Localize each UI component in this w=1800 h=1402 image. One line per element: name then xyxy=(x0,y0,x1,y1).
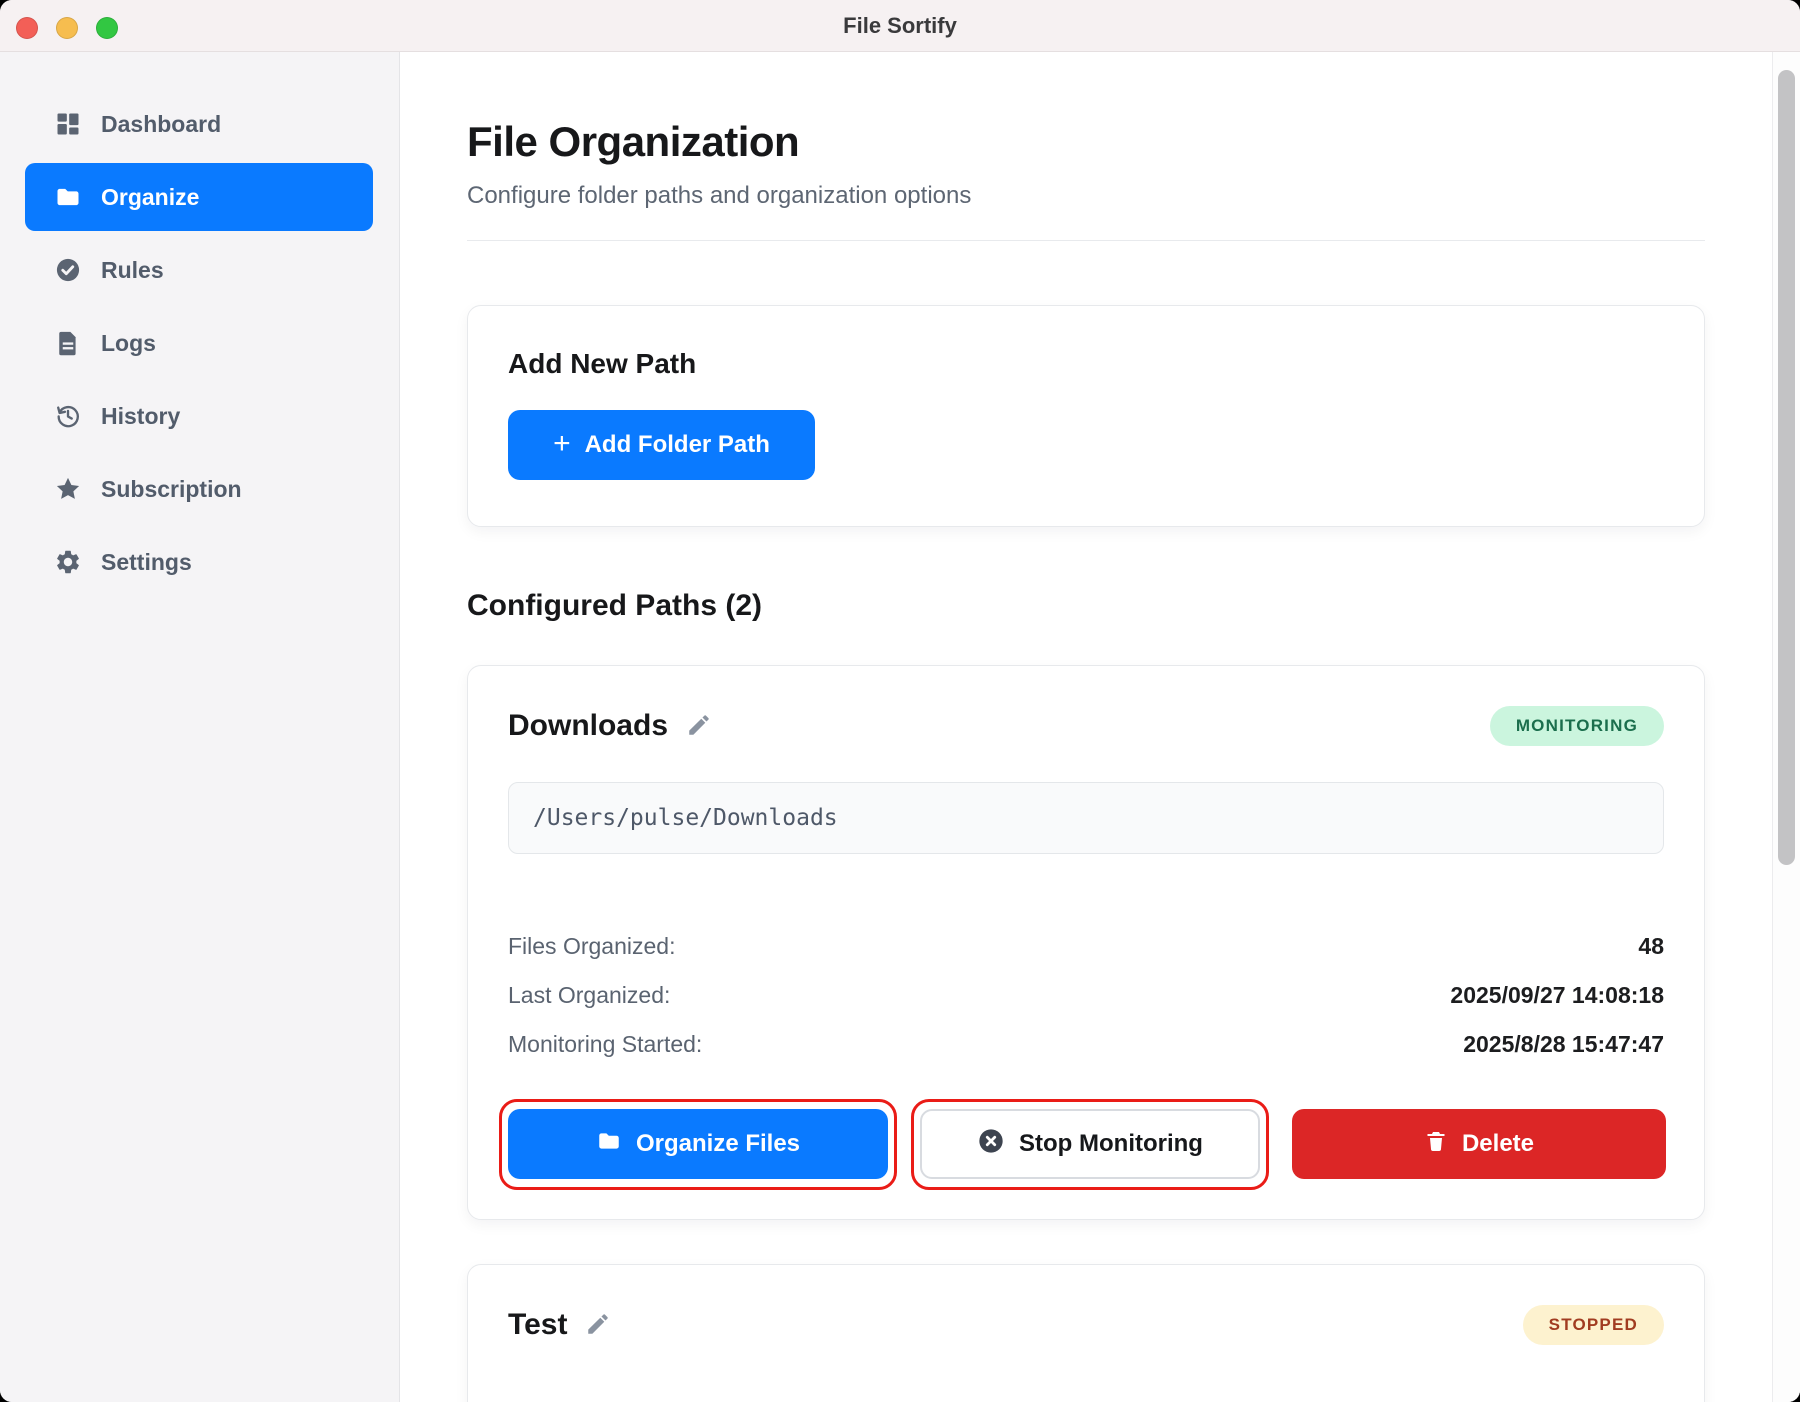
sidebar-item-label: History xyxy=(101,402,181,429)
sidebar: Dashboard Organize Rules xyxy=(0,52,400,1402)
titlebar: File Sortify xyxy=(0,0,1800,52)
configured-paths-heading: Configured Paths (2) xyxy=(467,589,763,622)
path-name: Downloads xyxy=(508,709,669,742)
path-actions: Organize Files xyxy=(499,1099,1666,1190)
sidebar-item-organize[interactable]: Organize xyxy=(25,163,373,231)
sidebar-item-label: Logs xyxy=(101,329,156,356)
sidebar-item-dashboard[interactable]: Dashboard xyxy=(25,90,373,158)
stat-row: Monitoring Started: 2025/8/28 15:47:47 xyxy=(508,1020,1664,1069)
delete-path-button[interactable]: Delete xyxy=(1292,1109,1666,1179)
path-name: Test xyxy=(508,1308,568,1341)
stop-monitoring-label: Stop Monitoring xyxy=(1019,1130,1203,1157)
folder-icon xyxy=(53,182,83,212)
folder-path-value: /Users/pulse/Downloads xyxy=(533,805,838,831)
sidebar-item-label: Dashboard xyxy=(101,110,222,137)
edit-path-name-button[interactable] xyxy=(686,712,712,741)
traffic-lights xyxy=(16,17,118,39)
delete-label: Delete xyxy=(1461,1130,1535,1157)
stat-value: 2025/8/28 15:47:47 xyxy=(1463,1031,1664,1057)
trash-icon xyxy=(1424,1129,1448,1160)
sidebar-item-label: Organize xyxy=(101,183,200,210)
add-new-path-card: Add New Path + Add Folder Path xyxy=(467,305,1705,527)
dashboard-icon xyxy=(53,109,83,139)
sidebar-item-label: Settings xyxy=(101,548,192,575)
status-badge: MONITORING xyxy=(1489,706,1664,746)
sidebar-item-logs[interactable]: Logs xyxy=(25,309,373,377)
history-clock-icon xyxy=(53,401,83,431)
stat-row: Files Organized: 48 xyxy=(508,922,1664,971)
sidebar-item-settings[interactable]: Settings xyxy=(25,528,373,596)
page-title: File Organization xyxy=(467,118,800,165)
plus-icon: + xyxy=(553,426,571,460)
stat-value: 2025/09/27 14:08:18 xyxy=(1450,982,1664,1008)
add-folder-path-label: Add Folder Path xyxy=(584,431,770,458)
path-stats: Files Organized: 48 Last Organized: 2025… xyxy=(508,922,1664,1069)
stat-label: Monitoring Started: xyxy=(508,1031,703,1057)
path-card-downloads: Downloads MONITORING /Users/pulse/Downlo… xyxy=(467,665,1705,1220)
star-icon xyxy=(53,474,83,504)
window-title: File Sortify xyxy=(843,12,957,38)
sidebar-item-label: Subscription xyxy=(101,475,242,502)
sidebar-item-label: Rules xyxy=(101,256,164,283)
stat-value: 48 xyxy=(1638,933,1664,959)
gear-icon xyxy=(53,547,83,577)
edit-path-name-button[interactable] xyxy=(585,1311,611,1340)
document-icon xyxy=(53,328,83,358)
check-circle-icon xyxy=(53,255,83,285)
close-window-button[interactable] xyxy=(16,17,38,39)
page-subtitle: Configure folder paths and organization … xyxy=(467,182,972,209)
main-content: File Organization Configure folder paths… xyxy=(400,52,1772,1402)
header-divider xyxy=(467,240,1705,241)
pencil-icon xyxy=(686,712,712,741)
folder-icon xyxy=(596,1128,622,1161)
scrollbar-track[interactable] xyxy=(1772,52,1800,1402)
minimize-window-button[interactable] xyxy=(56,17,78,39)
sidebar-item-subscription[interactable]: Subscription xyxy=(25,455,373,523)
folder-path-field[interactable]: /Users/pulse/Downloads xyxy=(508,782,1664,854)
stat-row: Last Organized: 2025/09/27 14:08:18 xyxy=(508,971,1664,1020)
pencil-icon xyxy=(585,1311,611,1340)
stop-circle-x-icon xyxy=(977,1127,1005,1162)
add-folder-path-button[interactable]: + Add Folder Path xyxy=(508,410,815,480)
main-area: File Organization Configure folder paths… xyxy=(400,52,1800,1402)
add-new-path-heading: Add New Path xyxy=(508,348,697,379)
stop-monitoring-button[interactable]: Stop Monitoring xyxy=(920,1109,1260,1179)
stat-label: Last Organized: xyxy=(508,982,671,1008)
status-badge: STOPPED xyxy=(1522,1305,1664,1345)
sidebar-item-rules[interactable]: Rules xyxy=(25,236,373,304)
path-card-test: Test STOPPED xyxy=(467,1264,1705,1402)
sidebar-item-history[interactable]: History xyxy=(25,382,373,450)
organize-files-label: Organize Files xyxy=(635,1130,801,1157)
organize-files-button[interactable]: Organize Files xyxy=(508,1109,888,1179)
scrollbar-thumb[interactable] xyxy=(1778,70,1795,865)
zoom-window-button[interactable] xyxy=(96,17,118,39)
stat-label: Files Organized: xyxy=(508,933,676,959)
